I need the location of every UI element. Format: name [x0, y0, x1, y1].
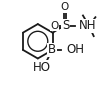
Text: O: O	[50, 21, 59, 31]
Text: NH: NH	[79, 19, 96, 32]
Text: B: B	[48, 43, 56, 56]
Text: S: S	[62, 19, 69, 32]
Text: HO: HO	[33, 61, 51, 74]
Text: O: O	[61, 2, 69, 12]
Text: OH: OH	[67, 43, 85, 56]
